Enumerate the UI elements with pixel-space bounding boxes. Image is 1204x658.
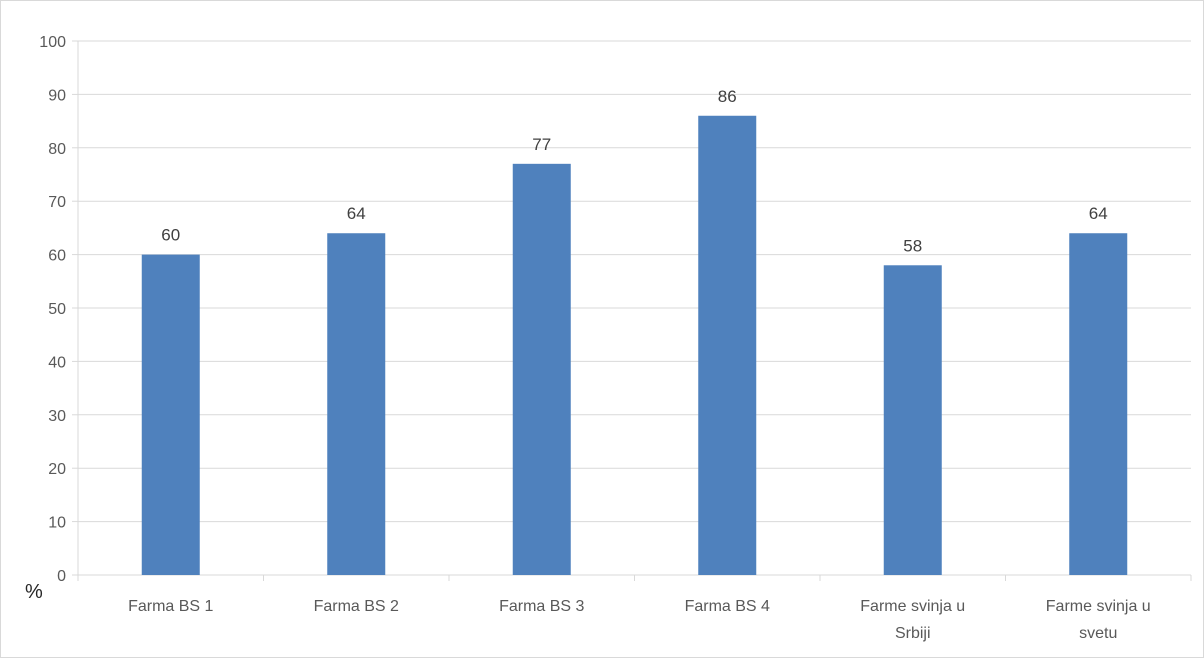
y-tick-label: 10 [48, 515, 66, 532]
y-tick-label: 50 [48, 301, 66, 318]
x-category-label-line: svetu [1079, 625, 1117, 642]
x-category-label-line: Farme svinja u [860, 598, 965, 615]
data-label: 64 [1089, 204, 1108, 223]
y-tick-label: 80 [48, 141, 66, 158]
labels: 0 10 20 30 40 50 60 70 80 90 100 60 Farma BS 1 64 Farm… [39, 34, 1150, 642]
y-tick-label: 0 [57, 568, 66, 585]
bar [698, 115, 757, 575]
x-category-label: Farme svinja u svetu [1046, 598, 1151, 642]
data-label: 58 [903, 236, 922, 255]
data-label: 60 [161, 226, 180, 245]
x-category-label-line: Farma BS 3 [499, 598, 584, 615]
axes [77, 41, 1192, 581]
bar [1069, 233, 1128, 576]
x-category-label-line: Farma BS 1 [128, 598, 213, 615]
x-category-label: Farma BS 1 [128, 598, 213, 615]
x-category-label-line: Farme svinja u [1046, 598, 1151, 615]
y-tick-label: 100 [39, 34, 66, 51]
y-tick-label: 70 [48, 194, 66, 211]
y-tick-label: 60 [48, 248, 66, 265]
data-label: 77 [532, 135, 551, 154]
y-axis-unit-label: % [25, 581, 43, 603]
data-label: 86 [718, 87, 737, 106]
data-label: 64 [347, 204, 366, 223]
x-category-label: Farma BS 4 [685, 598, 770, 615]
bars [141, 115, 1128, 576]
x-category-label: Farma BS 3 [499, 598, 584, 615]
x-category-label: Farme svinja u Srbiji [860, 598, 965, 642]
x-category-label-line: Farma BS 2 [314, 598, 399, 615]
gridlines [72, 40, 1191, 576]
bar [512, 163, 571, 575]
bar [883, 265, 942, 575]
bar [141, 254, 200, 575]
x-category-label-line: Srbiji [895, 625, 931, 642]
y-tick-label: 40 [48, 354, 66, 371]
bar [327, 233, 386, 576]
x-category-label-line: Farma BS 4 [685, 598, 770, 615]
y-tick-label: 20 [48, 461, 66, 478]
x-category-label: Farma BS 2 [314, 598, 399, 615]
y-tick-label: 90 [48, 87, 66, 104]
y-tick-label: 30 [48, 408, 66, 425]
